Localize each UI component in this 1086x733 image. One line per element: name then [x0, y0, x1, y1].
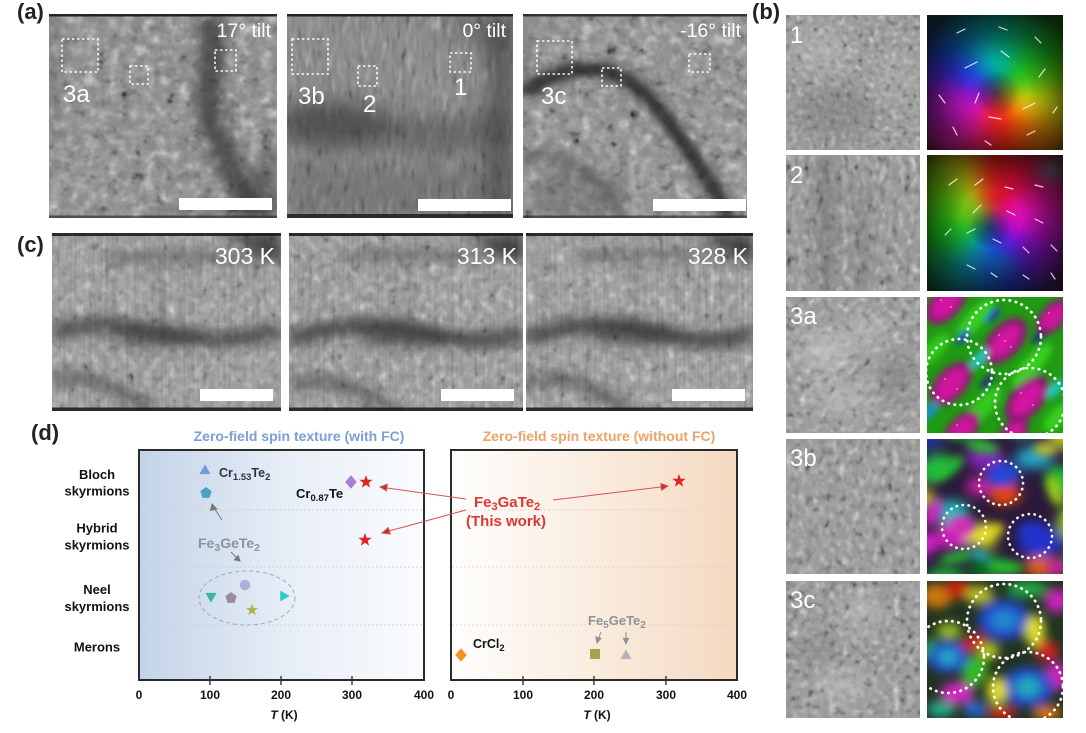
svg-text:303 K: 303 K — [215, 243, 276, 269]
svg-text:0: 0 — [448, 688, 455, 702]
svg-text:100: 100 — [200, 688, 220, 702]
svg-text:Fe3GeTe2: Fe3GeTe2 — [198, 535, 260, 554]
svg-text:Cr1.53Te2: Cr1.53Te2 — [219, 466, 270, 483]
svg-text:17° tilt: 17° tilt — [217, 20, 272, 42]
svg-text:0: 0 — [136, 688, 143, 702]
svg-text:Bloch: Bloch — [79, 467, 115, 482]
svg-text:200: 200 — [271, 688, 291, 702]
svg-text:Fe5GeTe2: Fe5GeTe2 — [588, 613, 646, 631]
svg-text:0° tilt: 0° tilt — [462, 20, 506, 42]
svg-text:3a: 3a — [790, 303, 817, 330]
svg-text:Neel: Neel — [83, 582, 110, 597]
svg-text:1: 1 — [790, 22, 803, 49]
svg-text:skyrmions: skyrmions — [64, 599, 129, 614]
svg-text:Merons: Merons — [74, 640, 120, 655]
svg-text:T (K): T (K) — [270, 708, 297, 722]
svg-text:3b: 3b — [790, 445, 817, 472]
svg-text:3b: 3b — [298, 83, 325, 110]
svg-text:200: 200 — [584, 688, 604, 702]
svg-text:3a: 3a — [63, 81, 90, 108]
svg-text:300: 300 — [656, 688, 676, 702]
svg-text:skyrmions: skyrmions — [64, 484, 129, 499]
svg-text:400: 400 — [414, 688, 434, 702]
svg-text:CrCl2: CrCl2 — [473, 637, 505, 654]
svg-text:2: 2 — [790, 162, 803, 189]
svg-text:2: 2 — [363, 91, 376, 118]
svg-text:3c: 3c — [541, 83, 566, 110]
svg-text:3c: 3c — [790, 587, 815, 614]
svg-text:Hybrid: Hybrid — [76, 521, 117, 536]
svg-text:T (K): T (K) — [583, 708, 610, 722]
svg-text:1: 1 — [454, 74, 467, 101]
svg-text:Zero-field spin texture (with: Zero-field spin texture (with FC) — [194, 428, 405, 444]
svg-text:Zero-field spin texture (witho: Zero-field spin texture (without FC) — [483, 428, 716, 444]
svg-text:(This work): (This work) — [466, 513, 546, 530]
svg-text:400: 400 — [727, 688, 747, 702]
svg-text:328 K: 328 K — [688, 243, 749, 269]
svg-text:300: 300 — [342, 688, 362, 702]
svg-text:-16° tilt: -16° tilt — [680, 20, 741, 42]
svg-text:Cr0.87Te: Cr0.87Te — [296, 486, 343, 504]
svg-text:skyrmions: skyrmions — [64, 538, 129, 553]
svg-text:Fe3GaTe2: Fe3GaTe2 — [474, 494, 540, 513]
svg-text:100: 100 — [513, 688, 533, 702]
svg-text:313 K: 313 K — [457, 243, 518, 269]
